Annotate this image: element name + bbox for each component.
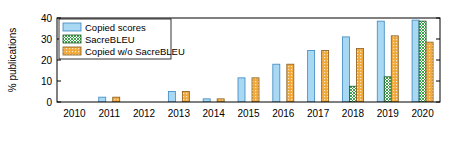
legend: Copied scoresSacreBLEUCopied w/o SacreBL… — [59, 19, 185, 59]
bar — [342, 37, 349, 102]
legend-swatch — [63, 23, 81, 31]
y-tick-label: 30 — [41, 34, 53, 45]
x-tick-label: 2016 — [272, 108, 295, 119]
x-tick-label: 2020 — [411, 108, 434, 119]
bar — [273, 64, 280, 102]
y-tick — [57, 18, 61, 19]
y-tick — [57, 60, 61, 61]
bar — [168, 92, 175, 103]
bar — [322, 51, 329, 102]
bar — [384, 77, 391, 102]
y-tick-label: 20 — [41, 55, 53, 66]
y-tick-label: 0 — [46, 97, 52, 108]
x-tick-label: 2011 — [98, 108, 120, 119]
x-tick-label: 2010 — [63, 108, 86, 119]
y-tick — [436, 39, 440, 40]
x-tick-label: 2019 — [377, 108, 400, 119]
bar — [287, 64, 294, 102]
chart: 0 10 20 30 40 2010 2011 2012 2013 2014 2015 2016 201… — [0, 0, 451, 141]
x-tick-label: 2018 — [342, 108, 365, 119]
bar — [349, 86, 356, 102]
y-tick — [436, 102, 440, 103]
legend-label: SacreBLEU — [85, 34, 135, 45]
y-tick — [436, 18, 440, 19]
legend-swatch — [63, 47, 81, 55]
bar — [356, 48, 363, 102]
y-tick — [57, 81, 61, 82]
bar — [391, 36, 398, 102]
x-tick-label: 2013 — [168, 108, 191, 119]
x-tick-label: 2017 — [307, 108, 330, 119]
bar — [412, 20, 419, 102]
legend-swatch — [63, 35, 81, 43]
y-tick — [436, 60, 440, 61]
bar — [99, 97, 106, 102]
plot-frame — [57, 18, 440, 102]
y-axis-label: % publications — [7, 28, 18, 92]
legend-label: Copied scores — [85, 22, 146, 33]
y-tick — [57, 102, 61, 103]
bar — [377, 21, 384, 102]
y-tick — [436, 81, 440, 82]
bar — [238, 78, 245, 102]
bar — [419, 21, 426, 102]
bar — [182, 92, 189, 103]
x-tick-label: 2015 — [237, 108, 260, 119]
bar — [426, 42, 433, 102]
legend-label: Copied w/o SacreBLEU — [85, 46, 185, 57]
y-tick-label: 10 — [41, 76, 53, 87]
bar — [113, 97, 120, 102]
x-tick-label: 2014 — [203, 108, 226, 119]
bar — [308, 51, 315, 102]
y-tick-label: 40 — [41, 13, 53, 24]
bar — [252, 78, 259, 102]
x-tick-label: 2012 — [133, 108, 156, 119]
